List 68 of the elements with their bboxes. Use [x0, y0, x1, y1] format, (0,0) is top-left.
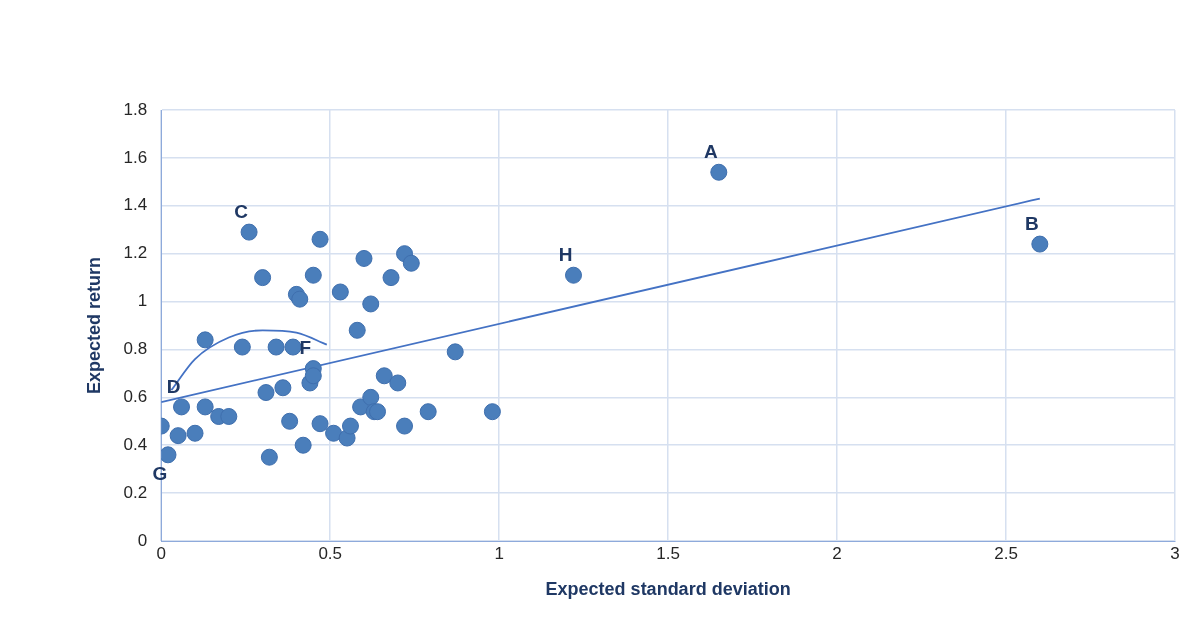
y-tick-label: 1.4	[123, 195, 148, 215]
x-tick-label: 2	[832, 543, 842, 563]
y-tick-label: 1.2	[123, 243, 148, 263]
annotation: G	[152, 462, 168, 484]
y-tick-label: 0.2	[123, 482, 148, 502]
x-tick-label: 1.5	[656, 543, 680, 563]
point	[396, 417, 414, 435]
point	[257, 384, 275, 402]
point	[284, 338, 302, 356]
point	[267, 338, 285, 356]
x-axis-title: Expected standard deviation	[545, 579, 791, 600]
point	[341, 417, 359, 435]
point	[419, 403, 437, 421]
point	[294, 436, 312, 454]
point	[331, 283, 349, 301]
point	[375, 367, 393, 385]
point	[196, 398, 214, 416]
point	[362, 388, 380, 406]
y-tick-label: 0.8	[123, 339, 148, 359]
point	[233, 338, 251, 356]
point	[402, 254, 420, 272]
point	[291, 290, 309, 308]
x-tick-label: 0	[156, 543, 166, 563]
point	[565, 266, 582, 284]
point	[220, 407, 238, 425]
annotation: A	[703, 140, 718, 162]
point	[311, 415, 329, 433]
y-tick-label: 1.8	[123, 99, 148, 119]
y-tick-label: 0.6	[123, 387, 148, 407]
y-tick-label: 1.6	[123, 147, 148, 167]
point	[254, 269, 272, 287]
point	[446, 343, 464, 361]
annotation: B	[1024, 212, 1039, 234]
annotation: C	[234, 200, 249, 222]
point	[260, 448, 278, 466]
x-tick-label: 1	[494, 543, 504, 563]
x-tick-label: 0.5	[318, 543, 343, 563]
y-axis-title: Expected return	[83, 256, 104, 395]
point	[161, 446, 177, 464]
point	[348, 321, 366, 339]
point	[382, 269, 400, 287]
point	[355, 249, 373, 267]
point	[186, 424, 204, 442]
annotation: H	[558, 243, 573, 265]
point	[710, 163, 728, 181]
point	[389, 374, 407, 392]
y-tick-label: 0.4	[123, 434, 148, 454]
point	[369, 403, 386, 421]
line-series	[170, 329, 328, 392]
point	[1031, 235, 1049, 253]
annotation: D	[166, 375, 181, 397]
point	[196, 331, 214, 349]
y-tick-label: 1	[137, 291, 148, 311]
point	[325, 424, 343, 442]
point	[362, 295, 380, 313]
point	[304, 266, 322, 284]
x-tick-label: 2.5	[994, 543, 1018, 563]
point	[483, 403, 501, 421]
point	[240, 223, 258, 241]
point	[274, 379, 292, 397]
annotation: F	[299, 337, 312, 359]
point	[304, 367, 322, 385]
point	[169, 427, 187, 445]
y-tick-label: 0	[137, 530, 148, 550]
x-tick-label: 3	[1170, 543, 1180, 563]
point	[173, 398, 191, 416]
point	[281, 412, 299, 430]
point	[311, 230, 329, 248]
